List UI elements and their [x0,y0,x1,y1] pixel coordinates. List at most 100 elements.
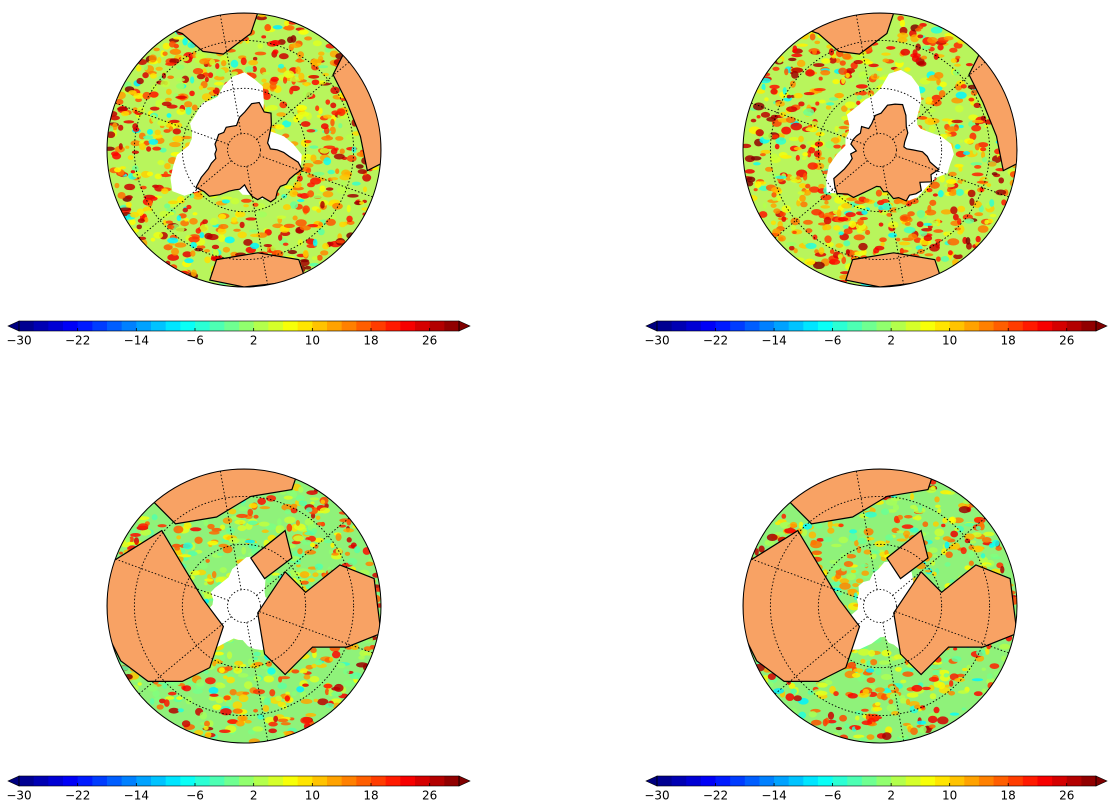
anomaly-blob [310,497,319,500]
colorbar-segment [34,776,49,786]
anomaly-blob [934,529,944,537]
colorbar-segment [166,321,181,331]
anomaly-blob [796,155,800,161]
anomaly-blob [152,147,161,151]
anomaly-blob [934,53,939,60]
anomaly-blob [173,37,183,40]
colorbar-segment [239,776,254,786]
anomaly-blob [903,247,912,250]
anomaly-blob [132,150,139,154]
anomaly-blob [121,111,129,116]
anomaly-blob [295,559,300,564]
anomaly-blob [944,36,954,40]
anomaly-blob [823,537,832,542]
anomaly-blob [273,49,279,54]
colorbar-segment [415,776,430,786]
anomaly-blob [278,718,289,722]
anomaly-blob [253,652,261,656]
anomaly-blob [317,255,323,261]
anomaly-blob [904,227,916,233]
anomaly-blob [866,668,875,672]
colorbar-segment [906,321,921,331]
anomaly-blob [222,199,230,203]
anomaly-blob [302,540,312,545]
anomaly-blob [990,663,1000,669]
anomaly-blob [809,711,817,717]
anomaly-blob [147,172,153,177]
anomaly-blob [849,78,854,82]
anomaly-blob [202,219,208,224]
anomaly-blob [354,546,360,553]
colorbar-segment [789,321,804,331]
anomaly-blob [847,662,856,669]
anomaly-blob [941,209,952,214]
anomaly-blob [267,667,275,674]
anomaly-blob [224,666,232,671]
anomaly-blob [943,657,949,662]
colorbar-segment [950,321,965,331]
anomaly-blob [984,220,988,225]
anomaly-blob [264,675,275,682]
colorbar: −30−22−14−62101826 [644,321,1107,348]
anomaly-blob [907,211,915,216]
anomaly-blob [275,696,282,701]
anomaly-blob [289,570,297,577]
anomaly-blob [232,71,238,75]
anomaly-blob [775,521,781,525]
colorbar-segment [371,776,386,786]
colorbar-segment [283,321,298,331]
anomaly-blob [786,242,797,246]
colorbar-segment [1052,321,1067,331]
anomaly-blob [972,173,984,177]
anomaly-blob [194,730,203,736]
anomaly-blob [881,508,889,515]
anomaly-blob [846,197,857,201]
colorbar-segment [312,321,327,331]
colorbar-segment [210,321,225,331]
anomaly-blob [835,573,841,579]
anomaly-blob [244,681,253,689]
anomaly-blob [891,711,899,716]
anomaly-blob [792,231,797,234]
colorbar-segment [444,776,459,786]
anomaly-blob [321,123,329,129]
anomaly-blob [959,125,964,128]
anomaly-blob [205,559,209,563]
anomaly-blob [212,704,221,710]
anomaly-blob [963,151,970,155]
anomaly-blob [299,500,307,506]
anomaly-blob [129,219,136,225]
colorbar-segment [386,776,401,786]
anomaly-blob [273,25,283,29]
colorbar-segment [415,321,430,331]
anomaly-blob [300,717,312,724]
anomaly-blob [241,716,247,721]
anomaly-blob [289,88,293,95]
colorbar-extend-low [8,776,19,786]
anomaly-blob [343,680,355,686]
anomaly-blob [856,84,868,88]
colorbar-segment [239,321,254,331]
anomaly-blob [316,522,324,526]
anomaly-blob [955,144,961,149]
anomaly-blob [943,536,951,541]
anomaly-blob [352,146,357,152]
anomaly-blob [316,570,325,573]
anomaly-blob [992,540,999,547]
anomaly-blob [323,115,332,119]
anomaly-blob [974,212,983,216]
anomaly-blob [936,256,941,261]
anomaly-blob [181,548,185,554]
anomaly-blob [812,49,817,55]
anomaly-blob [833,225,840,230]
anomaly-blob [975,143,980,150]
anomaly-blob [919,726,926,733]
polar-map [740,468,1018,743]
anomaly-blob [257,211,267,217]
anomaly-blob [324,540,332,544]
anomaly-blob [819,77,823,81]
anomaly-blob [821,58,830,64]
anomaly-blob [164,203,170,208]
anomaly-blob [310,154,316,161]
anomaly-blob [167,113,172,118]
